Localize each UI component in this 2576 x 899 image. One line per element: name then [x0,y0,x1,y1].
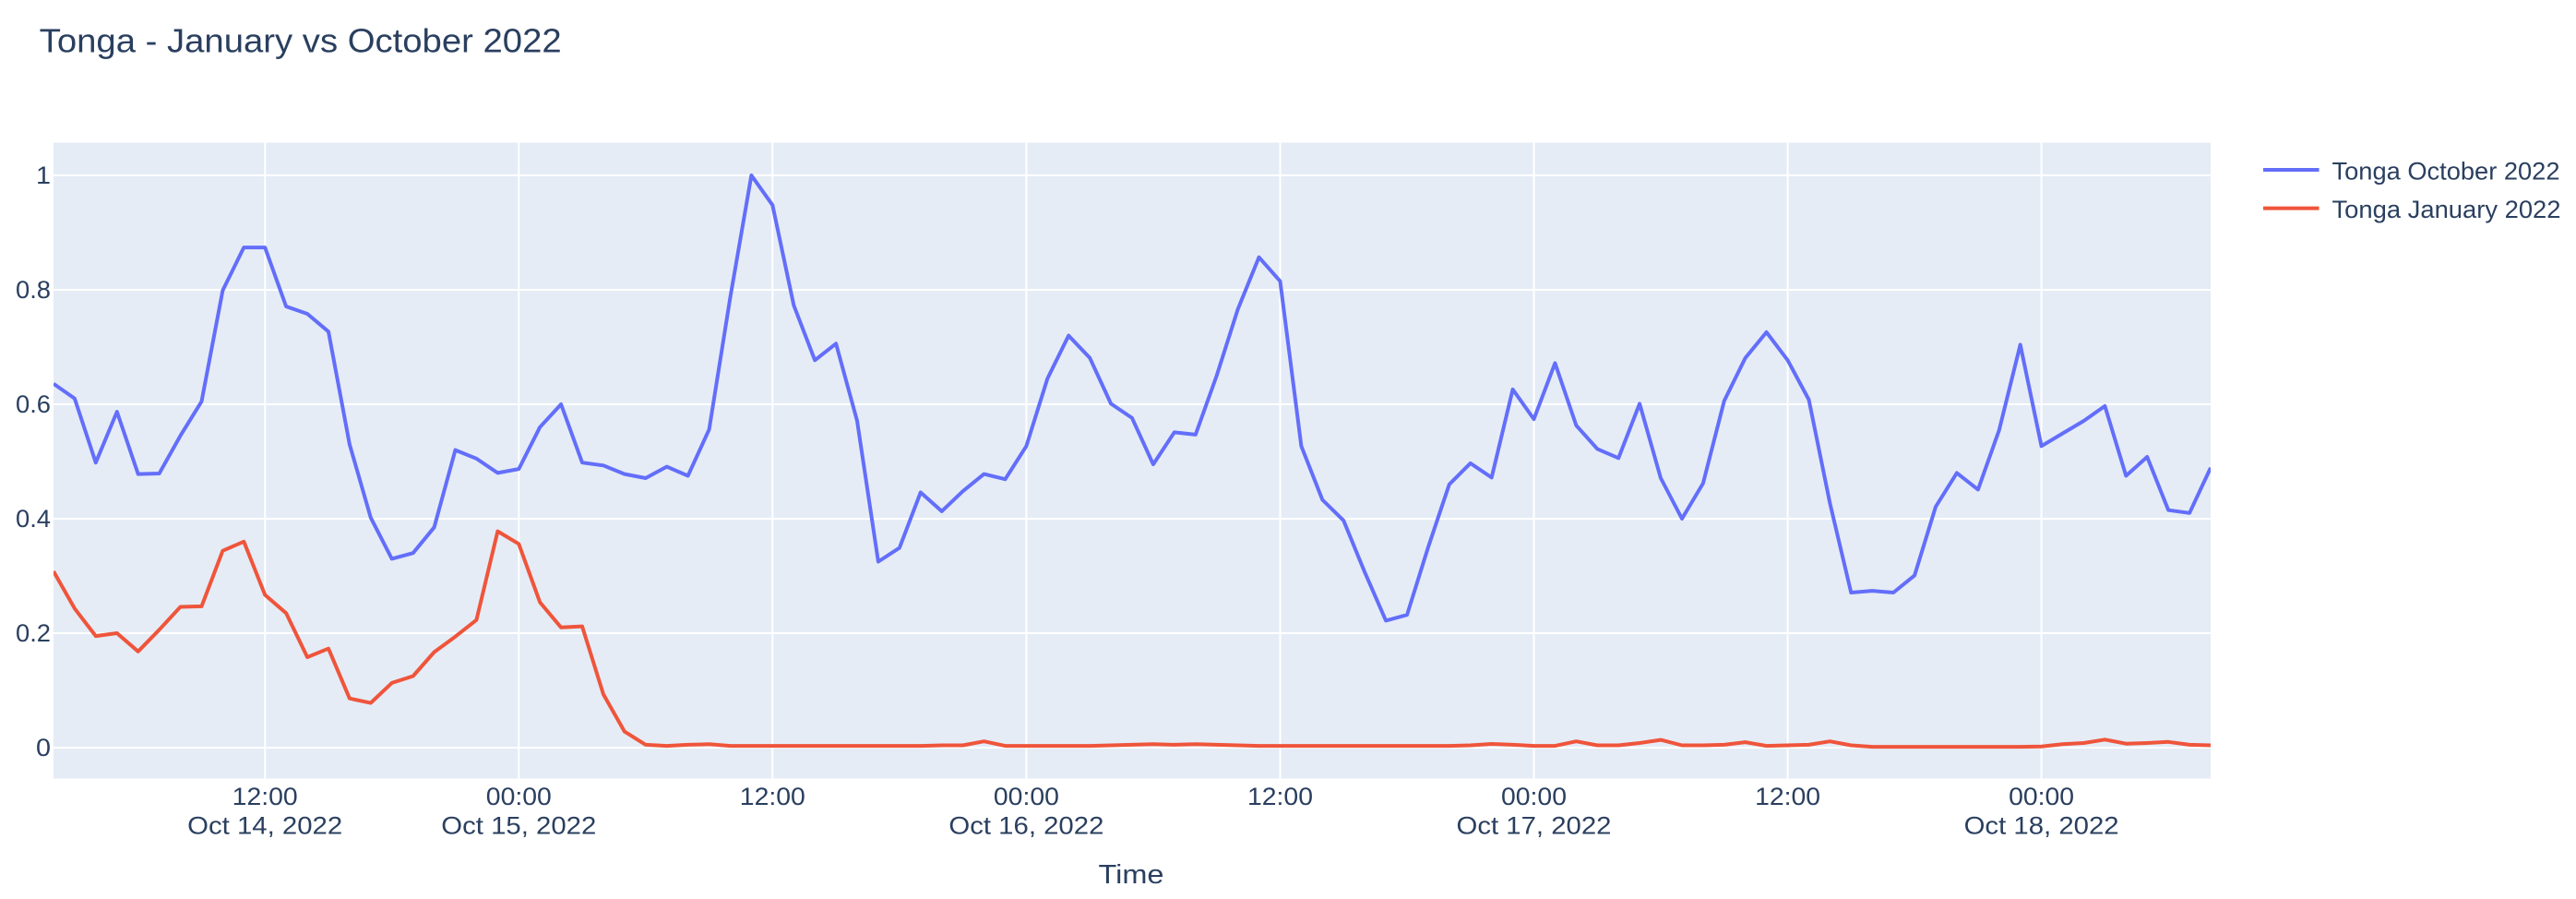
svg-text:Tonga - January vs October 202: Tonga - January vs October 2022 [40,22,562,60]
svg-text:Oct 16, 2022: Oct 16, 2022 [948,812,1103,840]
svg-text:0.6: 0.6 [16,390,51,418]
svg-text:Oct 15, 2022: Oct 15, 2022 [441,812,596,840]
svg-text:12:00: 12:00 [1247,783,1313,810]
svg-text:Tonga October 2022: Tonga October 2022 [2332,158,2560,186]
svg-text:12:00: 12:00 [740,783,805,810]
svg-text:00:00: 00:00 [2009,783,2074,810]
svg-text:12:00: 12:00 [233,783,298,810]
svg-text:0.2: 0.2 [16,619,51,647]
svg-text:Oct 18, 2022: Oct 18, 2022 [1964,812,2119,840]
svg-text:00:00: 00:00 [994,783,1059,810]
svg-text:Time: Time [1099,860,1164,890]
svg-text:00:00: 00:00 [486,783,552,810]
svg-text:Oct 17, 2022: Oct 17, 2022 [1457,812,1612,840]
svg-text:1: 1 [36,162,51,189]
svg-text:0.4: 0.4 [16,505,51,533]
svg-text:Oct 14, 2022: Oct 14, 2022 [187,812,342,840]
svg-text:Tonga January 2022: Tonga January 2022 [2332,196,2561,223]
svg-text:0: 0 [36,734,51,761]
svg-text:0.8: 0.8 [16,276,51,304]
svg-text:00:00: 00:00 [1501,783,1567,810]
svg-text:12:00: 12:00 [1755,783,1820,810]
